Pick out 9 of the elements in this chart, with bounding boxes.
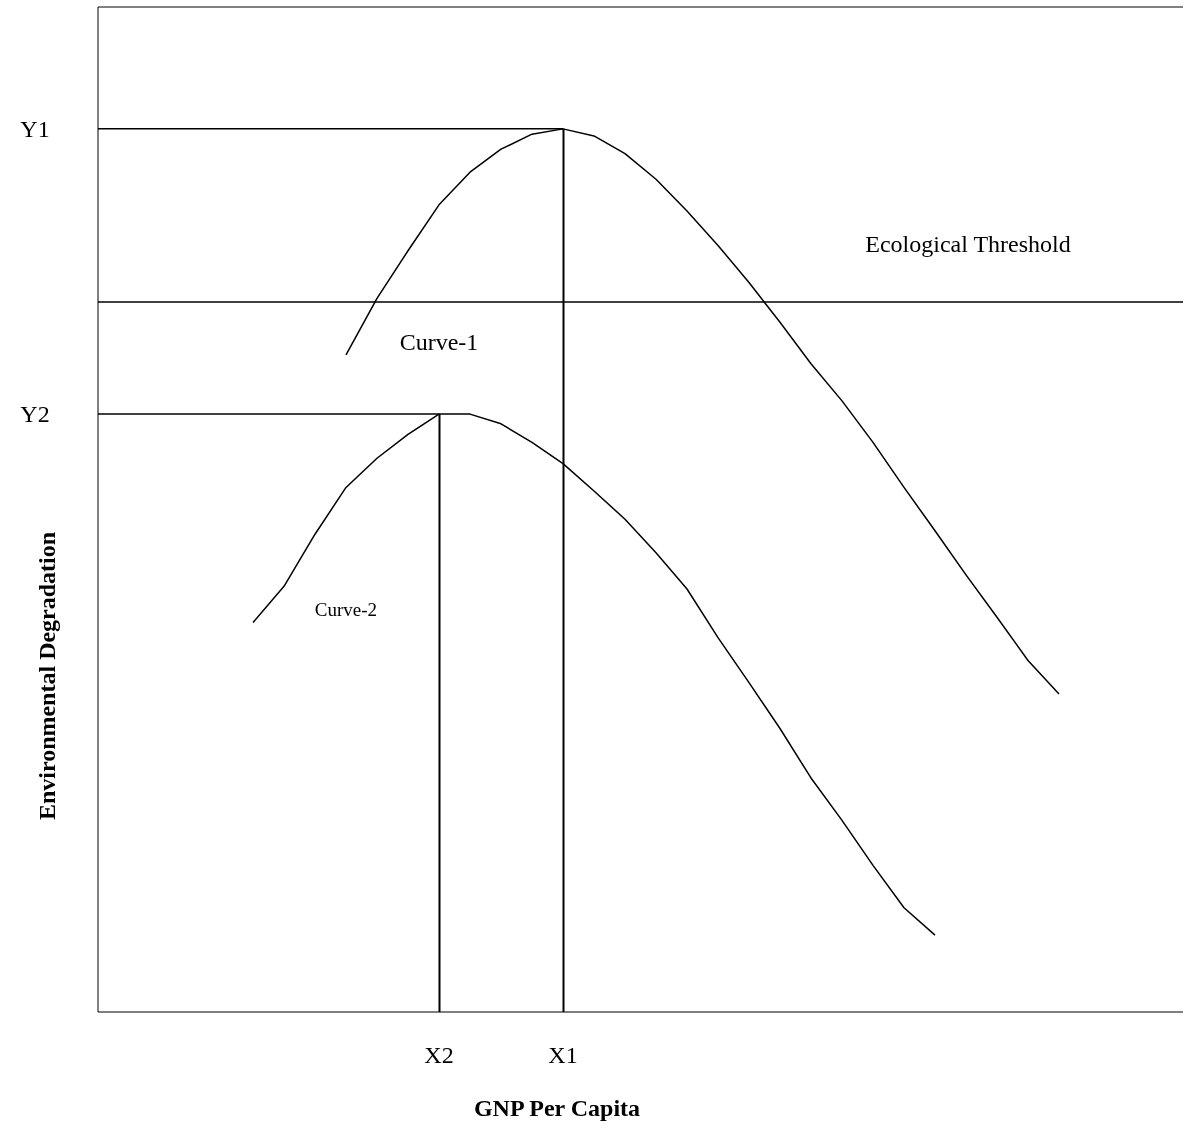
annotation: Curve-2 [314, 599, 378, 621]
x-tick-label: X1 [548, 1042, 578, 1068]
ref-line-label: Ecological Threshold [865, 230, 1071, 257]
text: Y2 [20, 401, 50, 428]
text: Y1 [20, 115, 50, 142]
y-axis-title: Environmental Degradation [34, 531, 60, 821]
x-axis-title: GNP Per Capita [473, 1095, 641, 1121]
annotation: Curve-1 [399, 328, 479, 355]
x-tick-label: X2 [424, 1042, 454, 1068]
